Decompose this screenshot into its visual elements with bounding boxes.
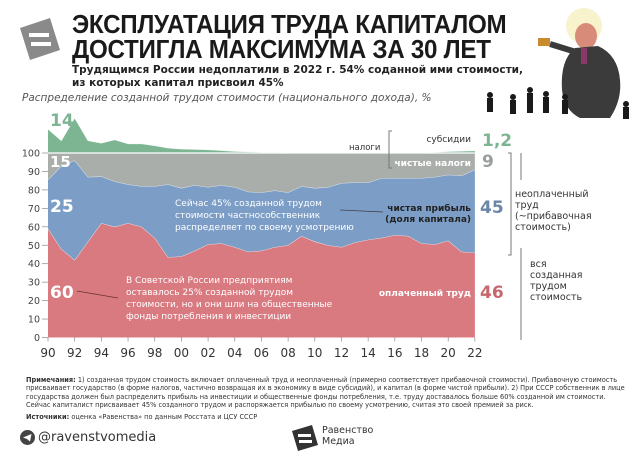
x-tick-label: 22 [467,346,482,360]
total-label-line: трудом [530,281,567,292]
page-title: ЭКСПЛУАТАЦИЯ ТРУДА КАПИТАЛОМ ДОСТИГЛА МА… [72,9,507,64]
label-subsidies: субсидии [426,135,471,145]
x-tick-label: 98 [147,346,162,360]
x-tick-label: 02 [200,346,215,360]
ravenstvo-media-logo-icon [292,425,318,451]
annotation-now-line: распределяет по своему усмотрению [175,223,354,233]
y-tick-label: 70 [28,204,40,215]
sources-label: Источники: [26,413,70,421]
total-label-line: стоимость [530,292,582,303]
notes-label: Примечания: [26,376,76,384]
label-profit-line2: (доля капитала) [385,215,471,225]
unpaid-label-line: неоплаченный [515,189,589,200]
x-tick-label: 20 [441,346,456,360]
x-tick-label: 96 [120,346,135,360]
x-tick-label: 06 [254,346,269,360]
y-tick-label: 10 [28,315,40,326]
x-tick-label: 04 [227,346,242,360]
subtitle: Трудящимся России недоплатили в 2022 г. … [72,64,523,90]
label-profit-line1: чистая прибыль [387,203,471,214]
area-net-taxes [48,153,475,193]
y-tick-label: 30 [28,278,40,289]
annotation-soviet-line: фонды потребления и инвестиции [126,312,291,322]
annotation-soviet-line: оставалось 25% созданной трудом [126,288,293,298]
ravenstvo-logo-icon [20,18,60,60]
notes: Примечания: 1) созданная трудом стоимост… [26,376,626,409]
label-labor: оплаченный труд [379,289,471,299]
start-label-profit: 25 [50,197,74,217]
cartoon-illustration [487,8,629,119]
x-tick-label: 16 [387,346,402,360]
brand-name: Равенство Медиа [322,425,373,447]
unpaid-label-line: труд [515,200,539,211]
total-value-label: вся созданная трудом стоимость [530,259,582,303]
x-tick-label: 12 [334,346,349,360]
y-tick-label: 60 [28,222,40,233]
annotation-now: Сейчас 45% созданной трудом стоимости ча… [175,199,354,233]
y-tick-label: 80 [28,185,40,196]
title-line-1: ЭКСПЛУАТАЦИЯ ТРУДА КАПИТАЛОМ [72,9,507,39]
x-tick-label: 94 [94,346,109,360]
chart-caption: Распределение созданной трудом стоимости… [22,92,432,104]
y-tick-label: 50 [28,241,40,252]
annotation-now-line: Сейчас 45% созданной трудом [175,199,322,209]
area-profit [48,160,475,261]
y-tick-label: 40 [28,259,40,270]
x-tick-label: 08 [280,346,295,360]
notes-text: 1) созданная трудом стоимость включает о… [26,376,625,409]
x-tick-label: 14 [361,346,376,360]
annotation-soviet-leader [76,290,119,299]
taxes-bracket [388,130,392,169]
end-label-taxes: 9 [482,152,494,172]
annotation-now-leader [339,209,384,213]
y-tick-label: 90 [28,167,40,178]
x-tick-label: 18 [414,346,429,360]
sources: Источники: оценка «Равенства» по данным … [26,413,257,421]
total-label-line: вся [530,259,547,270]
brand-line-1: Равенство [322,425,374,436]
unpaid-label-line: (~прибавочная [515,211,592,222]
end-label-profit: 45 [480,198,504,218]
x-tick-label: 90 [40,346,55,360]
annotation-soviet-line: В Советской России предприятиям [126,276,292,286]
start-label-subsidies: 14 [50,111,74,131]
title-line-2: ДОСТИГЛА МАКСИМУМА ЗА 30 ЛЕТ [72,34,491,64]
y-tick-label: 0 [34,333,40,344]
sources-text: оценка «Равенства» по данным Росстата и … [71,413,258,421]
subtitle-line-1: Трудящимся России недоплатили в 2022 г. … [72,64,524,76]
start-label-taxes: 15 [50,153,71,171]
x-tick-label: 92 [67,346,82,360]
annotation-now-line: стоимости частнособственник [175,211,321,221]
end-label-labor: 46 [480,283,504,303]
y-tick-label: 20 [28,296,40,307]
annotation-soviet-line: стоимости, но и они шли на общественные [126,300,333,310]
telegram-icon [20,430,35,445]
unpaid-bracket [508,152,512,256]
start-label-labor: 60 [50,283,74,303]
x-tick-label: 10 [307,346,322,360]
brand-line-2: Медиа [322,436,355,447]
label-net-taxes: чистые налоги [395,159,472,169]
x-tick-label: 00 [174,346,189,360]
stacked-area-chart: 0 10 20 30 40 50 60 70 80 90 100 90 92 94 96 98 00 02 04 0… [22,111,592,360]
label-taxes-group: налоги [349,143,380,153]
area-labor [48,223,475,338]
unpaid-label-line: стоимость) [515,222,571,233]
unpaid-labor-label: неоплаченный труд (~прибавочная стоимост… [515,189,592,233]
telegram-handle[interactable]: @ravenstvomedia [38,430,157,445]
end-label-subsidies: 1,2 [482,131,512,151]
area-subsidies [48,117,475,153]
total-label-line: созданная [530,270,582,281]
subtitle-line-2: из которых капитал присвоил 45% [72,77,284,89]
y-tick-label: 100 [22,149,40,160]
annotation-soviet: В Советской России предприятиям оставало… [126,276,333,322]
